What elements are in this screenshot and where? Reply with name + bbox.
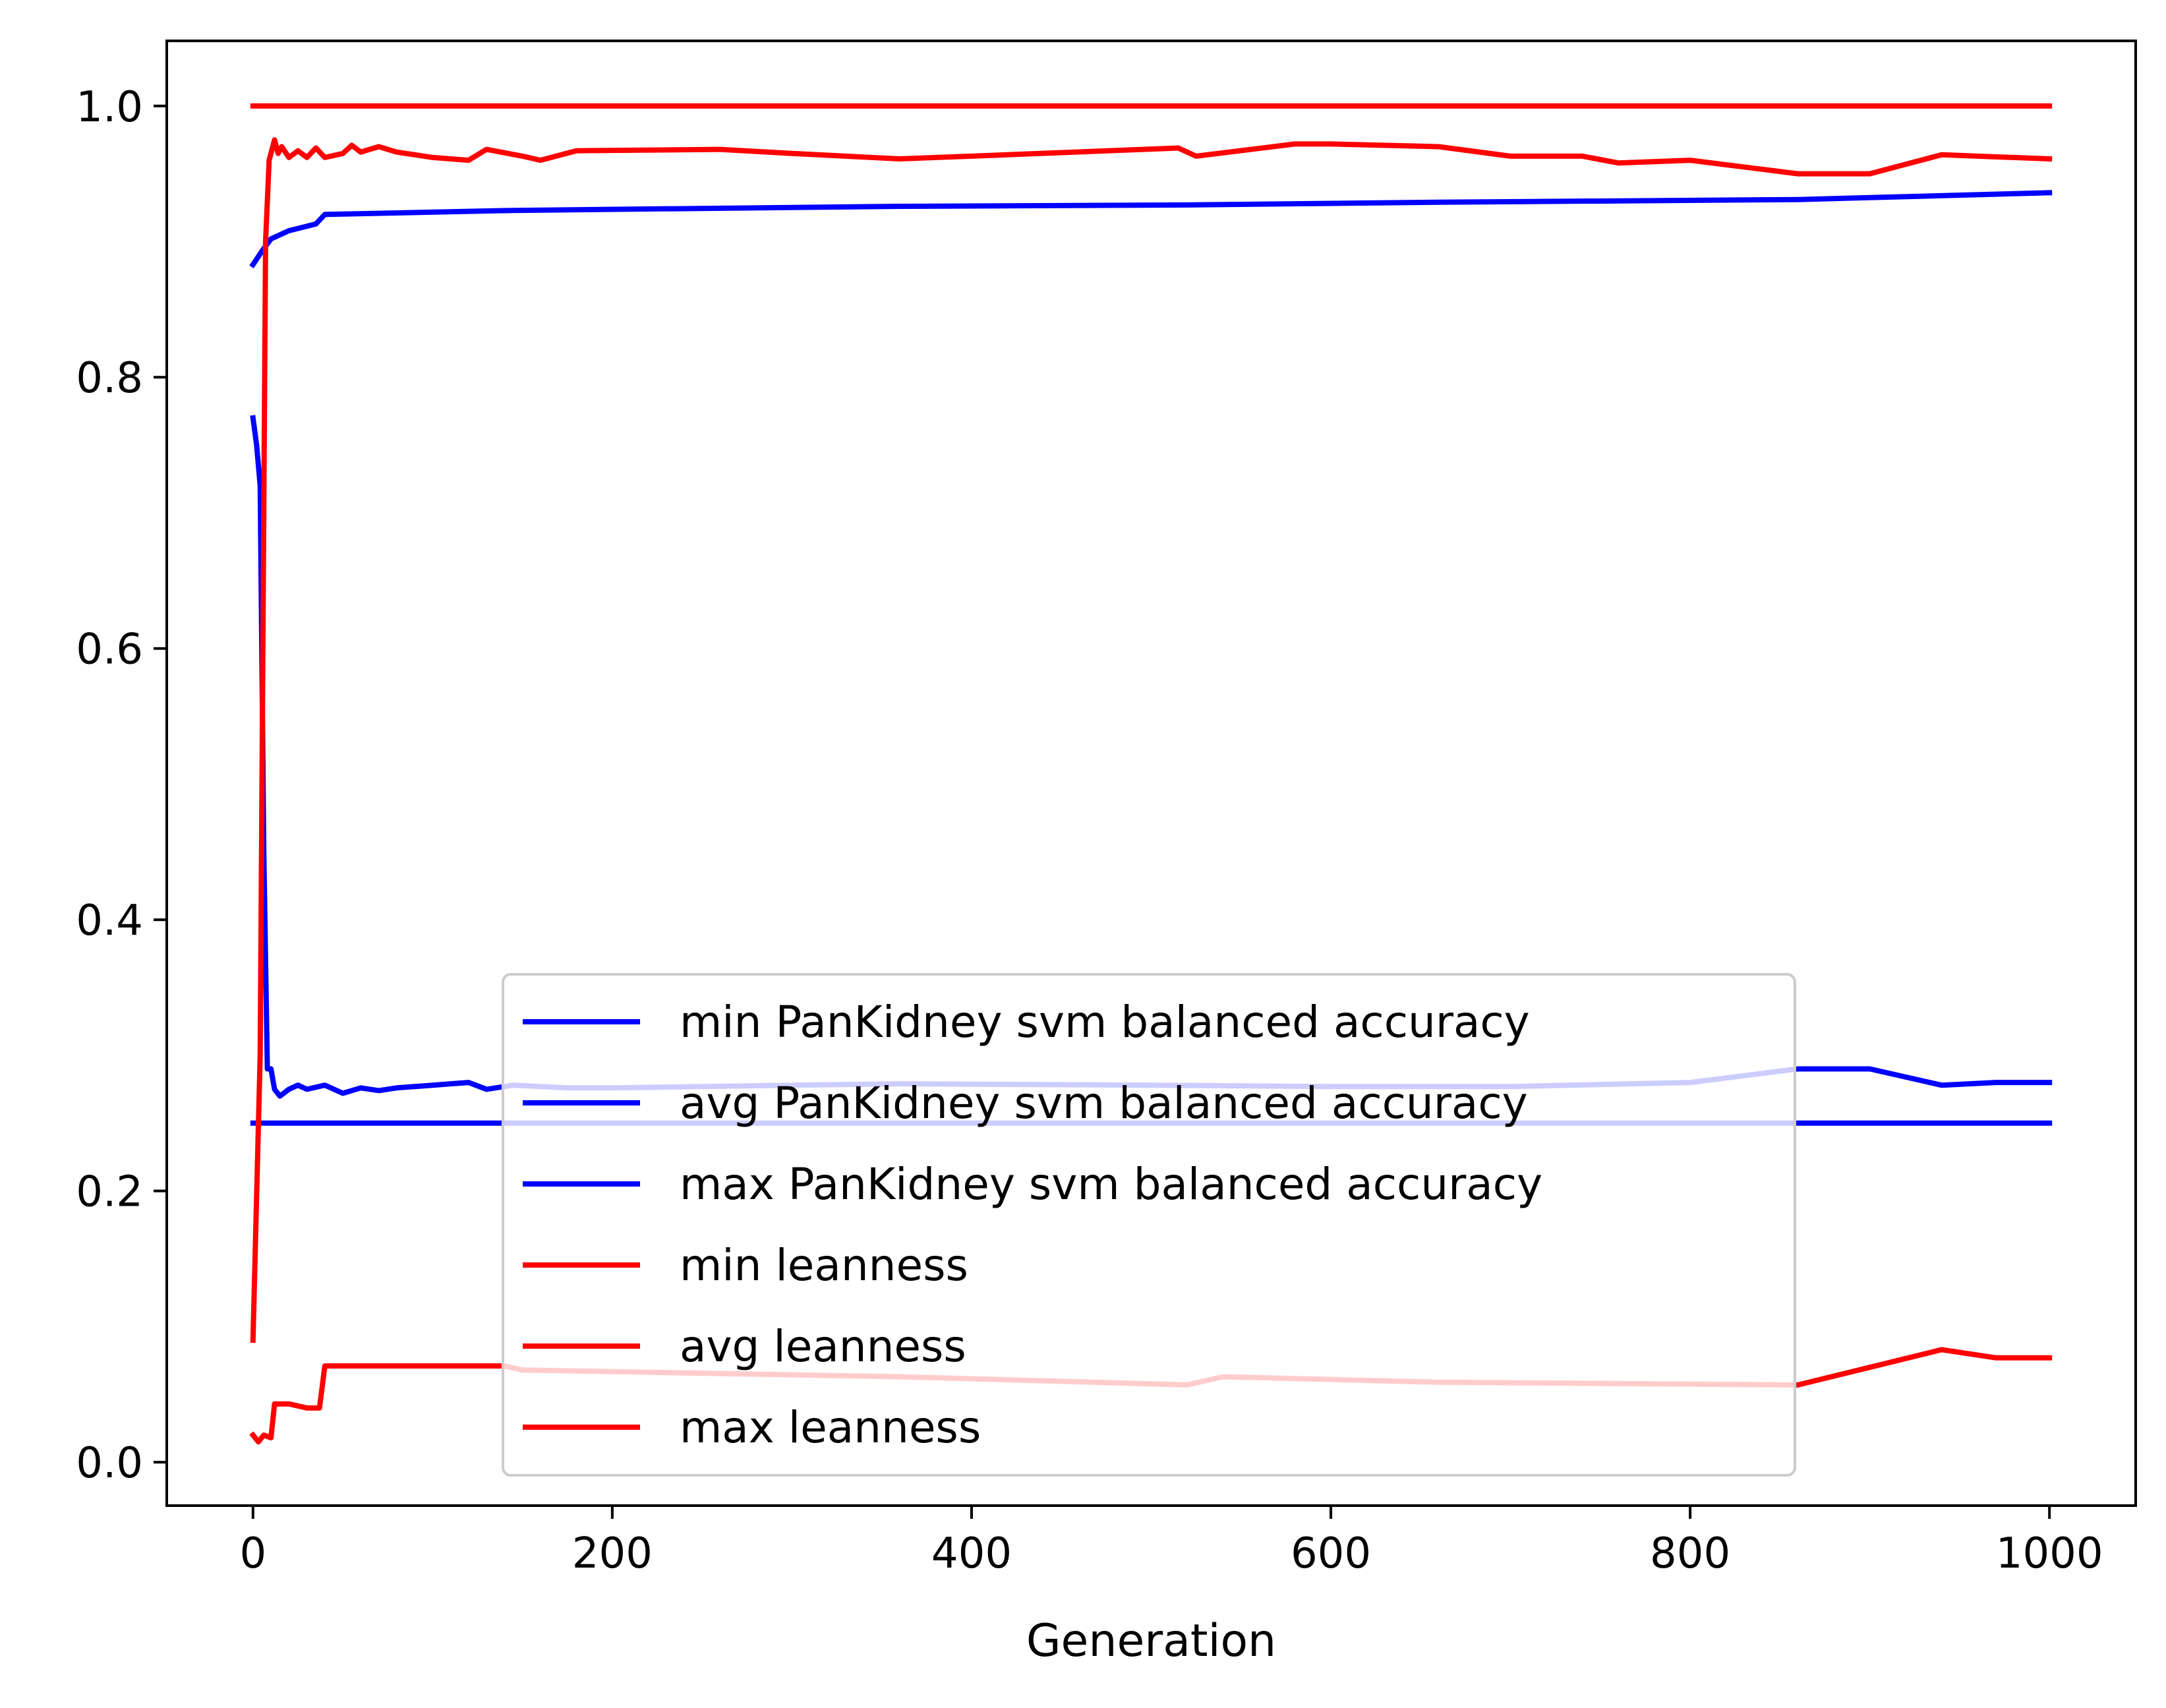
- y-axis-ticks: 0.0 0.2 0.4 0.6 0.8 1.0: [76, 83, 167, 1488]
- x-tick-label: 200: [572, 1529, 653, 1578]
- x-tick-label: 0: [239, 1529, 266, 1578]
- legend-label-6: max leanness: [680, 1402, 981, 1453]
- legend-box: [502, 973, 1796, 1477]
- legend-label-1: min PanKidney svm balanced accuracy: [680, 997, 1530, 1047]
- y-tick-label: 0.0: [76, 1439, 143, 1488]
- series-line-3: [249, 190, 2053, 269]
- x-axis-ticks: 0 200 400 600 800 1000: [239, 1506, 2103, 1578]
- series-line-5: [250, 137, 2053, 1343]
- x-axis-label: Generation: [1026, 1615, 1276, 1667]
- x-tick-label: 600: [1291, 1529, 1371, 1578]
- x-tick-label: 1000: [1996, 1529, 2103, 1578]
- y-tick-label: 0.6: [76, 626, 143, 674]
- legend-label-3: max PanKidney svm balanced accuracy: [680, 1159, 1542, 1210]
- legend-label-2: avg PanKidney svm balanced accuracy: [680, 1078, 1528, 1129]
- legend-label-4: min leanness: [680, 1240, 968, 1291]
- legend: min PanKidney svm balanced accuracy avg P…: [502, 973, 1796, 1477]
- y-tick-label: 0.8: [76, 354, 143, 403]
- y-tick-label: 1.0: [76, 83, 143, 132]
- y-tick-label: 0.2: [76, 1168, 143, 1217]
- x-tick-label: 400: [931, 1529, 1012, 1578]
- x-tick-label: 800: [1650, 1529, 1730, 1578]
- y-tick-label: 0.4: [76, 897, 143, 945]
- legend-label-5: avg leanness: [680, 1321, 966, 1372]
- plot-frame: [165, 40, 2137, 1507]
